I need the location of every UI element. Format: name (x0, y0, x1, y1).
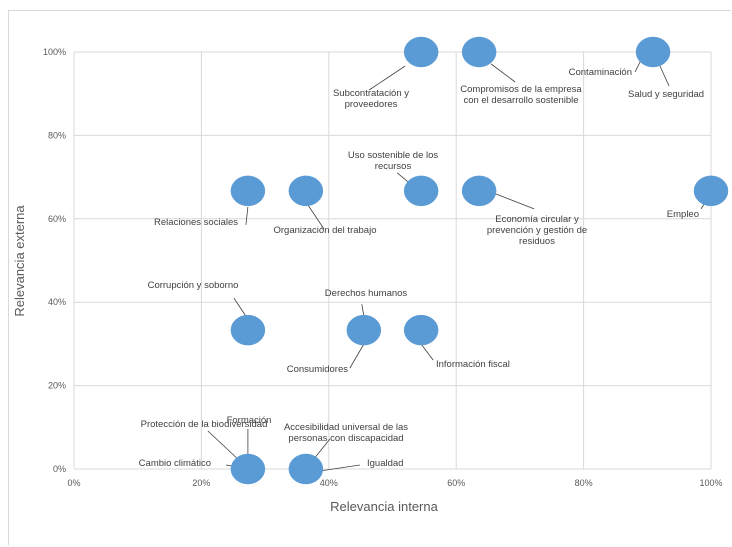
data-point (461, 36, 497, 68)
leader-line (349, 343, 365, 369)
leader-line (245, 206, 249, 225)
x-tick-label: 80% (575, 478, 593, 488)
point-label: Derechos humanos (325, 288, 408, 299)
point-label: Corrupción y soborno (148, 280, 239, 291)
point-label: Organización del trabajo (274, 225, 377, 236)
y-tick-label: 40% (48, 297, 66, 307)
y-tick-label: 100% (43, 47, 66, 57)
point-label: Economía circular y prevención y gestión … (487, 214, 587, 247)
data-point (288, 175, 324, 207)
point-label: Subcontratación y proveedores (333, 88, 409, 110)
point-label: Cambio climático (139, 458, 211, 469)
x-tick-label: 100% (699, 478, 722, 488)
leader-line (490, 63, 516, 83)
leader-line (307, 204, 325, 230)
data-points (230, 36, 729, 485)
leader-line (313, 438, 331, 460)
point-label: Protección de la biodiversidad (141, 419, 268, 430)
point-label: Contaminación (569, 67, 632, 78)
point-label: Información fiscal (436, 359, 510, 370)
leader-line (233, 297, 247, 317)
data-point (461, 175, 497, 207)
point-label: Accesibilidad universal de las personas c… (284, 422, 408, 444)
chart-frame (8, 10, 731, 545)
x-tick-label: 20% (192, 478, 210, 488)
x-tick-label: 40% (320, 478, 338, 488)
data-point (230, 175, 266, 207)
y-tick-label: 20% (48, 381, 66, 391)
leader-line (396, 172, 410, 184)
data-point (403, 36, 439, 68)
y-axis-title: Relevancia externa (12, 205, 27, 317)
leader-line (368, 65, 406, 91)
leader-line (658, 63, 670, 87)
point-label: Empleo (667, 209, 699, 220)
y-tick-label: 80% (48, 130, 66, 140)
gridlines (73, 51, 712, 470)
data-point (288, 453, 324, 485)
x-tick-label: 0% (67, 478, 80, 488)
leader-line (319, 464, 360, 472)
leader-line (361, 304, 365, 317)
x-axis-ticks: 0% 20% 40% 60% 80% 100% (67, 478, 722, 488)
point-label: Relaciones sociales (154, 217, 238, 228)
y-tick-label: 0% (53, 464, 66, 474)
y-tick-label: 60% (48, 214, 66, 224)
leader-line (420, 343, 434, 361)
data-point (230, 453, 266, 485)
leader-line (492, 192, 535, 210)
data-point (693, 175, 729, 207)
data-point (403, 175, 439, 207)
point-label: Compromisos de la empresa con el desarrol… (460, 84, 582, 106)
data-point (230, 314, 266, 346)
data-point (346, 314, 382, 346)
leader-line (207, 430, 241, 462)
point-label: Igualdad (367, 458, 403, 469)
data-point (403, 314, 439, 346)
x-tick-label: 60% (447, 478, 465, 488)
data-point (635, 36, 671, 68)
label-leader-lines (207, 59, 706, 472)
point-labels: Subcontratación y proveedores Compromisos … (139, 67, 704, 469)
point-label: Salud y seguridad (628, 89, 704, 100)
x-axis-title: Relevancia interna (330, 499, 438, 514)
point-label: Formación (227, 415, 272, 426)
y-axis-ticks: 0% 20% 40% 60% 80% 100% (43, 47, 66, 474)
point-label: Consumidores (287, 364, 348, 375)
point-label: Uso sostenible de los recursos (348, 150, 439, 172)
